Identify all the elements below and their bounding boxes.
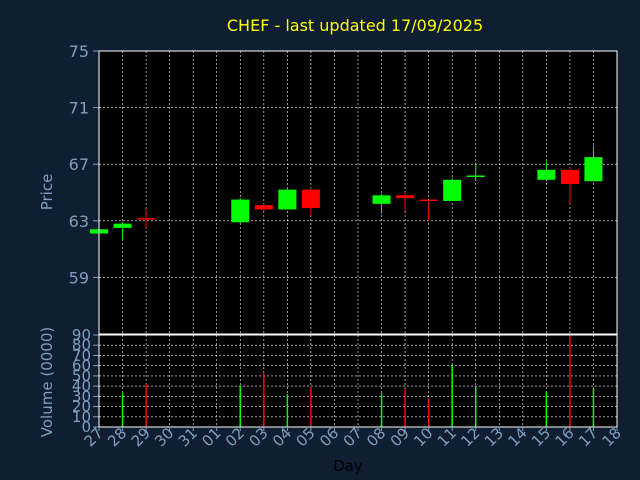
x-tick-labels: 2728293031010203040506070809101112131415… [81,424,625,450]
price-axis-label: Price [38,174,56,211]
x-tick-label: 05 [293,424,319,450]
x-tick-label: 14 [504,424,530,450]
x-tick-label: 16 [552,424,578,450]
volume-bar [310,388,312,427]
x-tick-label: 11 [434,424,460,450]
volume-bar [239,386,242,427]
price-tick-label: 71 [69,99,89,118]
volume-bar [404,389,406,427]
candle-body [443,179,462,201]
x-tick-label: 09 [387,424,413,450]
candle-body [301,189,320,209]
candle-body [372,195,391,204]
x-tick-label: 15 [528,424,554,450]
price-y-ticks: 75 71 67 63 59 [69,42,99,287]
x-tick-label: 06 [316,424,342,450]
volume-tick-label: 90 [72,326,91,344]
candle-body [137,217,156,220]
price-tick-label: 59 [69,268,89,287]
volume-tick-label: 40 [72,377,91,395]
volume-bar [121,393,124,427]
volume-tick-label: 70 [72,346,91,364]
chart-title: CHEF - last updated 17/09/2025 [227,16,483,35]
volume-bar [263,372,265,427]
volume-bars [121,335,595,427]
candle-body [396,195,415,199]
x-tick-label: 17 [575,424,601,450]
price-tick-label: 63 [69,212,89,231]
candle-body [560,169,579,185]
price-panel-border [98,50,618,335]
x-tick-label: 03 [245,424,271,450]
candle-body [113,223,132,228]
volume-axis-label: Volume (0000) [38,327,56,437]
volume-bar [569,335,571,427]
x-tick-label: 08 [363,424,389,450]
volume-tick-label: 50 [72,367,91,385]
x-tick-label: 12 [457,424,483,450]
volume-bar [145,384,147,427]
price-tick-label: 75 [69,42,89,61]
candle-body [254,205,273,210]
volume-bar [380,393,383,427]
volume-bar [427,398,430,427]
volume-bar [451,364,453,427]
x-tick-label: 30 [151,424,177,450]
x-tick-label: 07 [340,424,366,450]
x-tick-label: 02 [222,424,248,450]
volume-bar [592,388,595,427]
volume-tick-label: 60 [72,357,91,375]
x-tick-label: 13 [481,424,507,450]
x-tick-label: 29 [128,424,154,450]
x-axis-label: Day [333,457,363,475]
volume-tick-label: 80 [72,336,91,354]
candle-body [419,199,438,202]
volume-tick-label: 20 [72,398,91,416]
volume-tick-label: 30 [72,387,91,405]
candles [90,145,603,240]
x-tick-label: 10 [410,424,436,450]
candle-body [278,189,297,210]
volume-bar [545,391,548,427]
price-tick-label: 67 [69,155,89,174]
x-tick-label: 31 [175,424,201,450]
candle-body [466,175,485,178]
volume-tick-label: 10 [72,408,91,426]
volume-tick-label: 0 [81,418,91,436]
candle-body [537,169,556,180]
x-tick-label: 01 [198,424,224,450]
x-tick-label: 04 [269,424,295,450]
x-tick-label: 28 [104,424,130,450]
x-tick-label: 18 [599,424,625,450]
candle-body [584,157,603,182]
volume-bar [286,394,289,427]
candle-body [231,199,250,223]
volume-bar [474,386,477,427]
